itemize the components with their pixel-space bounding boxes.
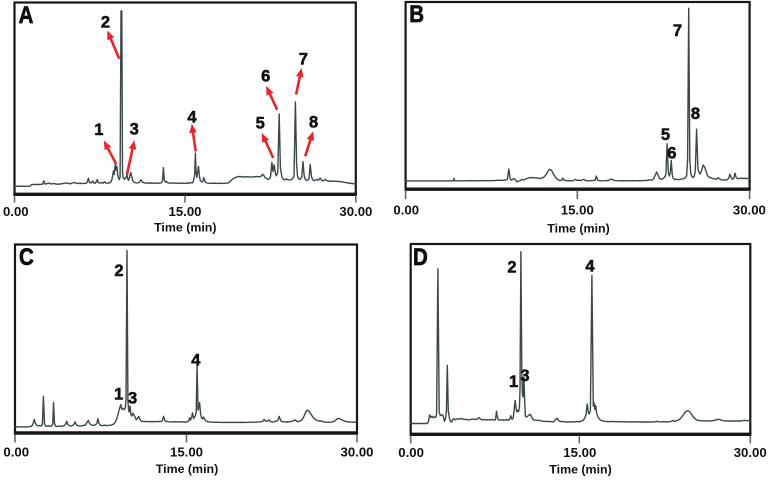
svg-text:30.00: 30.00: [734, 445, 767, 460]
svg-text:5: 5: [661, 126, 670, 144]
svg-text:A: A: [19, 2, 34, 29]
svg-text:D: D: [413, 244, 428, 271]
svg-text:30.00: 30.00: [340, 444, 373, 459]
svg-text:5: 5: [256, 115, 265, 133]
svg-text:15.00: 15.00: [168, 204, 201, 219]
svg-text:3: 3: [130, 120, 139, 138]
svg-text:3: 3: [128, 390, 137, 408]
svg-text:15.00: 15.00: [561, 203, 594, 218]
svg-text:3: 3: [520, 367, 529, 385]
svg-text:Time (min): Time (min): [156, 462, 218, 476]
svg-text:0.00: 0.00: [3, 204, 29, 219]
svg-text:0.00: 0.00: [3, 444, 29, 459]
svg-text:6: 6: [261, 67, 270, 85]
svg-text:30.00: 30.00: [339, 204, 372, 219]
svg-text:4: 4: [585, 258, 595, 276]
svg-text:0.00: 0.00: [398, 445, 424, 460]
svg-text:Time (min): Time (min): [154, 221, 216, 235]
svg-text:2: 2: [114, 262, 123, 280]
svg-text:1: 1: [114, 385, 123, 403]
svg-text:Time (min): Time (min): [547, 222, 609, 236]
svg-text:1: 1: [509, 373, 518, 391]
svg-text:2: 2: [101, 13, 110, 31]
svg-text:1: 1: [94, 121, 103, 139]
svg-text:B: B: [409, 1, 424, 28]
svg-text:0.00: 0.00: [393, 203, 419, 218]
svg-text:8: 8: [309, 113, 318, 131]
svg-text:4: 4: [191, 351, 201, 369]
svg-text:7: 7: [673, 22, 682, 40]
svg-text:6: 6: [667, 144, 676, 162]
svg-text:15.00: 15.00: [563, 445, 596, 460]
svg-text:4: 4: [187, 108, 197, 126]
svg-text:8: 8: [691, 105, 700, 123]
svg-text:15.00: 15.00: [170, 444, 203, 459]
svg-text:30.00: 30.00: [733, 203, 766, 218]
svg-text:2: 2: [507, 259, 516, 277]
svg-text:C: C: [19, 244, 34, 271]
svg-text:Time (min): Time (min): [549, 463, 611, 477]
svg-text:7: 7: [299, 50, 308, 68]
